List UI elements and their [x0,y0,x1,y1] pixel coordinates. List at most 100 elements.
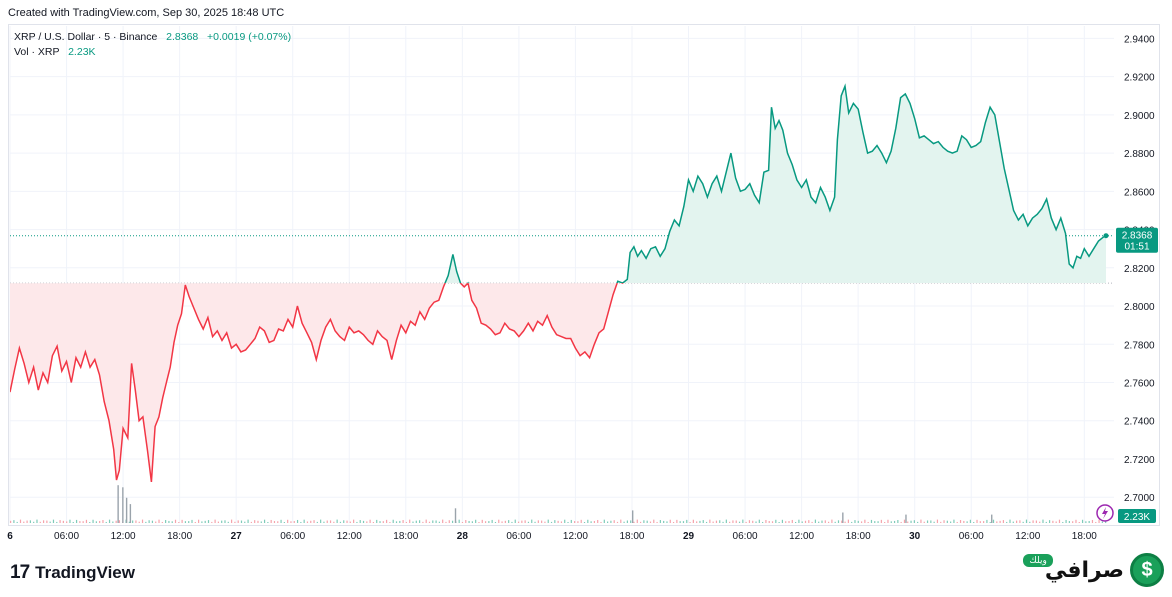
volume-bar [959,520,962,523]
volume-bar [39,521,41,523]
volume-bar [362,520,365,523]
volume-bar [66,521,68,523]
volume-bar [194,521,196,523]
volume-bar [631,510,634,523]
volume-bar [224,520,226,523]
volume-bar [1075,519,1077,523]
volume-bar [636,519,638,523]
volume-bar [633,521,635,523]
volume-bar [620,519,622,523]
x-tick-label: 6 [7,531,13,542]
volume-bar [290,521,292,523]
volume-bar [422,521,424,523]
y-tick-label: 2.7000 [1124,493,1155,504]
volume-bar [435,520,437,523]
y-tick-label: 2.7800 [1124,340,1155,351]
chart-legend: XRP / U.S. Dollar · 5 · Binance 2.8368 +… [14,30,291,60]
volume-bar [969,519,972,523]
last-price-tag-value: 2.8368 [1122,231,1153,242]
volume-tag [1118,509,1156,523]
volume-bar [926,520,929,523]
volume-bar [508,520,510,523]
volume-bar [504,520,506,523]
volume-bar [353,519,355,523]
volume-bar [742,519,744,523]
tradingview-logo[interactable]: 17 TradingView [10,562,135,584]
volume-bar [418,520,421,523]
volume-bar [409,519,411,523]
volume-bar [145,521,147,523]
volume-bar [534,521,536,523]
volume-bar [544,521,546,523]
volume-bar [933,521,935,523]
volume-bar [943,520,945,523]
last-point-marker [1103,233,1109,239]
volume-bar [214,519,216,523]
volume-bar [181,519,183,523]
volume-bar [527,521,530,523]
volume-bar [1098,519,1100,523]
volume-bar [237,520,239,523]
volume-bar [567,521,569,523]
volume-bar [115,520,117,523]
volume-bar [804,520,807,523]
volume-bar [198,519,200,523]
y-tick-label: 2.7400 [1124,417,1155,428]
volume-bar [1022,521,1024,523]
volume-bar [930,520,932,523]
volume-bar [837,520,840,523]
volume-bar [541,520,543,523]
volume-bar [699,520,701,523]
volume-bar [323,521,325,523]
volume-bar [950,521,952,523]
volume-bar [343,520,345,523]
volume-bar [26,520,28,523]
volume-bar [801,521,803,523]
volume-bar [583,521,586,523]
volume-bar [488,521,490,523]
volume-bar [118,520,121,523]
x-tick-label: 12:00 [563,531,588,542]
volume-bar [709,519,711,523]
volume-bar [758,519,760,523]
volume-bar [905,514,907,523]
volume-bar [132,520,134,523]
volume-bar [33,521,35,523]
volume-bar [178,521,180,523]
volume-bar [125,497,128,523]
y-tick-label: 2.8600 [1124,187,1155,198]
volume-bar [989,521,991,523]
y-tick-label: 2.9200 [1124,73,1155,84]
volume-bar [992,519,995,523]
volume-bar [451,520,454,523]
volume-bar [874,521,876,523]
volume-bar [1078,521,1080,523]
x-tick-label: 06:00 [54,531,79,542]
volume-bar [201,521,203,523]
volume-bar [834,521,836,523]
volume-bar [1012,521,1014,523]
volume-bar [785,521,787,523]
volume-bar [293,521,295,523]
volume-bar [277,521,279,523]
volume-bar [29,520,31,523]
volume-bar [517,521,520,523]
volume-bar [936,519,939,523]
volume-bar [597,519,599,523]
price-line-above [444,83,1107,284]
x-tick-label: 28 [457,531,469,542]
volume-bar [867,521,869,523]
volume-bar [257,520,259,523]
volume-bar [903,519,906,523]
volume-bar [1039,521,1041,523]
volume-bar [1068,521,1070,523]
volume-bar [1062,521,1064,523]
volume-bar [95,521,97,523]
legend-vol-label: Vol · XRP [14,46,60,58]
volume-bar [722,521,724,523]
volume-bar [827,521,830,523]
volume-bar [1035,520,1037,523]
volume-bar [1009,519,1011,523]
volume-bar [610,520,612,523]
